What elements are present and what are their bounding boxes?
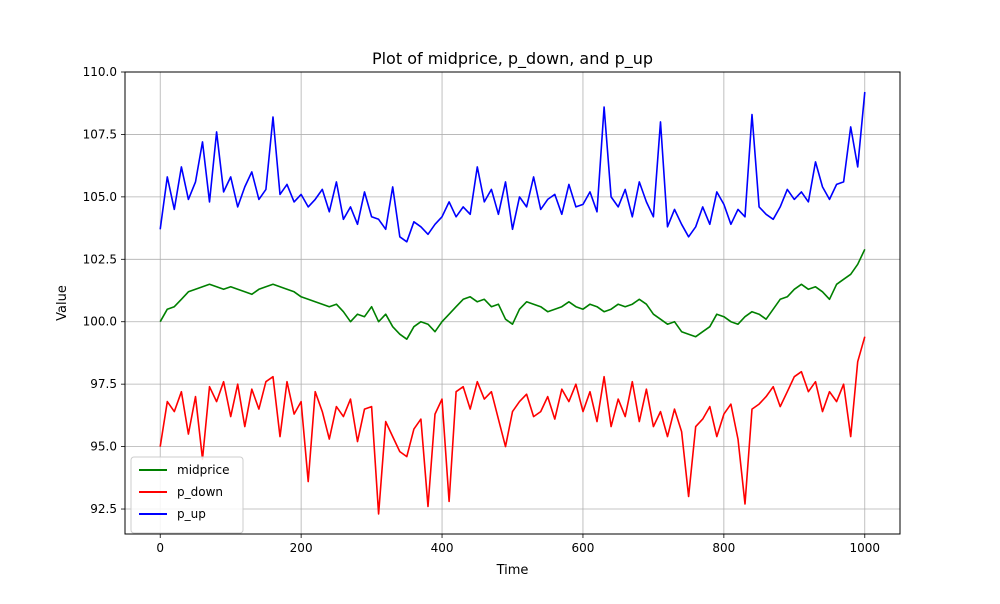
x-axis-label: Time — [496, 563, 529, 578]
y-tick-label: 102.5 — [83, 252, 117, 266]
series-line-p_up — [159, 91, 866, 243]
chart-title: Plot of midprice, p_down, and p_up — [372, 49, 653, 69]
y-tick-label: 107.5 — [83, 127, 117, 141]
x-tick-label: 1000 — [849, 541, 880, 555]
legend: midprice p_down p_up — [130, 456, 244, 534]
y-tick-label: 110.0 — [83, 65, 117, 79]
series-group — [159, 91, 866, 515]
x-tick-label: 400 — [431, 541, 454, 555]
y-tick-label: 97.5 — [90, 377, 117, 391]
y-tick-label: 105.0 — [83, 190, 117, 204]
legend-label-midprice: midprice — [177, 463, 230, 477]
y-tick-label: 95.0 — [90, 440, 117, 454]
legend-label-p_up: p_up — [177, 507, 206, 521]
plot-frame — [124, 71, 901, 535]
y-tick-label: 100.0 — [83, 315, 117, 329]
x-tick-label: 0 — [156, 541, 164, 555]
x-tick-label: 600 — [572, 541, 595, 555]
series-line-p_down — [159, 336, 866, 515]
x-tick-label: 200 — [290, 541, 313, 555]
y-tick-label: 92.5 — [90, 502, 117, 516]
series-line-midprice — [159, 248, 866, 341]
legend-label-p_down: p_down — [177, 485, 223, 499]
x-axis: 0 200 400 600 800 1000 — [156, 534, 880, 555]
y-axis: 92.5 95.0 97.5 100.0 102.5 105.0 107.5 110.0 — [83, 65, 125, 516]
y-axis-label: Value — [55, 285, 70, 321]
x-tick-label: 800 — [712, 541, 735, 555]
